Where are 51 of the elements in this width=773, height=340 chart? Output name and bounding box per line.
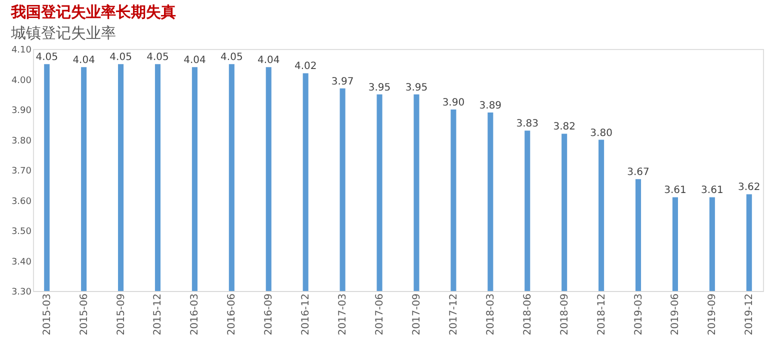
- x-tick-label: 2016-03: [190, 294, 201, 336]
- x-tick-label: 2019-03: [633, 294, 644, 336]
- x-tick-label: 2017-06: [374, 294, 386, 336]
- data-label: 3.83: [516, 118, 538, 130]
- x-tick-label: 2019-09: [707, 294, 718, 336]
- data-label: 4.04: [258, 55, 280, 66]
- y-tick-label: 3.90: [11, 106, 32, 116]
- x-tick-label: 2015-06: [78, 294, 90, 336]
- y-tick-label: 3.40: [11, 257, 32, 268]
- data-label: 4.05: [220, 52, 243, 64]
- x-tick-label: 2018-09: [559, 294, 570, 336]
- x-tick-label: 2015-03: [42, 294, 53, 336]
- x-tick-label: 2016-06: [226, 294, 238, 336]
- data-label: 4.04: [72, 55, 95, 66]
- data-label: 4.05: [36, 52, 58, 64]
- chart-title: 我国登记失业率长期失真: [10, 3, 176, 21]
- chart-subtitle: 城镇登记失业率: [10, 24, 116, 42]
- x-tick-label: 2017-03: [338, 294, 349, 336]
- y-tick-label: 3.80: [11, 136, 32, 146]
- x-tick-label: 2018-03: [485, 294, 496, 336]
- data-label: 4.05: [110, 52, 132, 64]
- x-tick-label: 2018-12: [596, 294, 608, 336]
- x-tick-label: 2019-06: [670, 294, 682, 336]
- data-label: 4.04: [184, 55, 206, 66]
- y-tick-label: 4.10: [11, 46, 32, 56]
- data-label: 4.05: [146, 52, 169, 64]
- data-label: 3.61: [664, 185, 686, 196]
- y-tick-label: 3.70: [11, 166, 32, 176]
- x-tick-label: 2017-09: [411, 294, 422, 336]
- y-tick-label: 3.50: [11, 227, 32, 237]
- data-label: 3.82: [553, 122, 576, 133]
- x-tick-label: 2015-09: [116, 294, 127, 336]
- y-tick-label: 3.30: [11, 288, 32, 298]
- data-label: 3.80: [590, 128, 612, 139]
- data-label: 3.97: [331, 76, 354, 88]
- x-tick-label: 2018-06: [522, 294, 534, 336]
- data-label: 3.95: [368, 82, 391, 94]
- x-tick-label: 2019-12: [744, 294, 756, 336]
- y-tick-label: 4.00: [11, 76, 32, 86]
- x-tick-label: 2016-09: [264, 294, 275, 336]
- data-label: 3.61: [701, 185, 724, 196]
- x-tick-label: 2016-12: [300, 294, 312, 336]
- data-label: 4.02: [294, 61, 317, 72]
- data-label: 3.95: [405, 82, 428, 94]
- data-label: 3.67: [627, 167, 650, 178]
- y-tick-label: 3.60: [11, 196, 32, 207]
- x-tick-label: 2017-12: [448, 294, 460, 336]
- data-label: 3.90: [442, 98, 465, 108]
- data-label: 3.62: [738, 182, 760, 194]
- x-tick-label: 2015-12: [152, 294, 164, 336]
- data-label: 3.89: [479, 100, 502, 112]
